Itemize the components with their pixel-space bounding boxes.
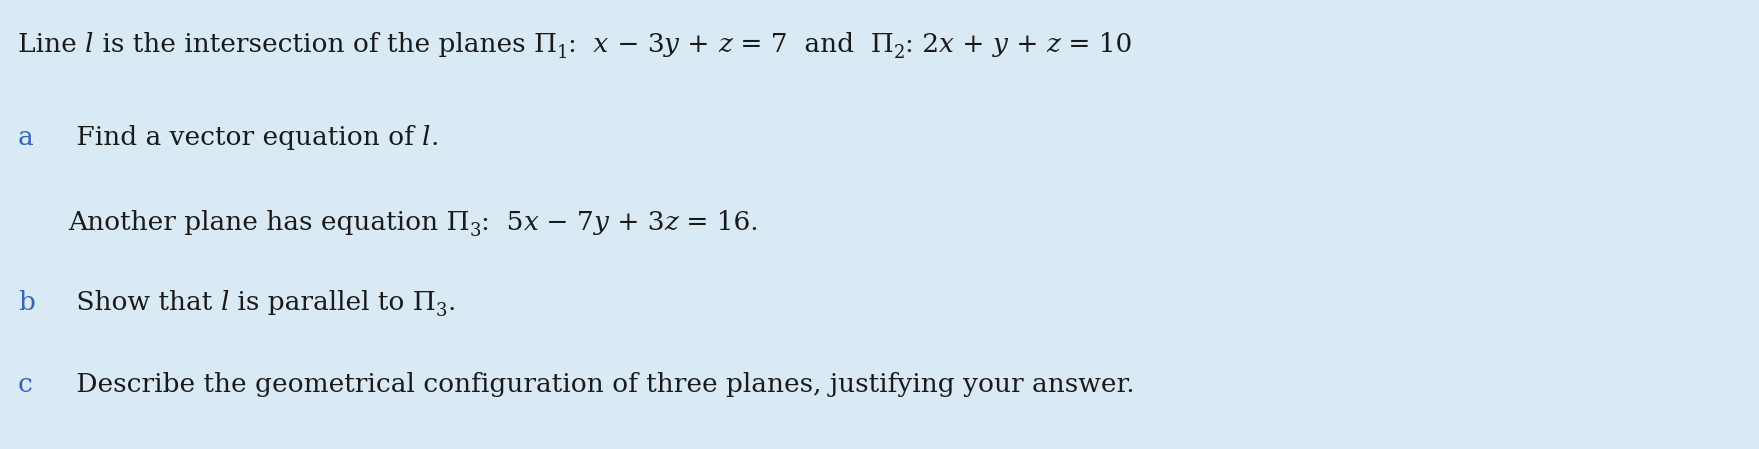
Text: y: y [595, 210, 609, 235]
Text: Another plane has equation Π: Another plane has equation Π [69, 210, 470, 235]
Text: : 2: : 2 [906, 32, 939, 57]
Text: y: y [665, 32, 679, 57]
Text: Show that: Show that [69, 290, 220, 315]
Text: 2: 2 [894, 44, 906, 62]
Text: :  5: : 5 [482, 210, 524, 235]
Text: x: x [586, 32, 609, 57]
Text: x: x [524, 210, 538, 235]
Text: c: c [18, 372, 33, 397]
Text: y: y [992, 32, 1008, 57]
Text: Line: Line [18, 32, 84, 57]
Text: l: l [220, 290, 229, 315]
Text: = 10: = 10 [1061, 32, 1133, 57]
Text: a: a [18, 125, 33, 150]
Text: is parallel to Π: is parallel to Π [229, 290, 436, 315]
Text: 3: 3 [436, 302, 447, 320]
Text: l: l [422, 125, 431, 150]
Text: .: . [447, 290, 456, 315]
Text: − 3: − 3 [609, 32, 665, 57]
Text: x: x [939, 32, 953, 57]
Text: z: z [718, 32, 732, 57]
Text: +: + [953, 32, 992, 57]
Text: z: z [1047, 32, 1061, 57]
Text: − 7: − 7 [538, 210, 595, 235]
Text: :: : [568, 32, 586, 57]
Text: + 3: + 3 [609, 210, 665, 235]
Text: Describe the geometrical configuration of three planes, justifying your answer.: Describe the geometrical configuration o… [69, 372, 1135, 397]
Text: +: + [1008, 32, 1047, 57]
Text: = 16.: = 16. [679, 210, 760, 235]
Text: b: b [18, 290, 35, 315]
Text: is the intersection of the planes Π: is the intersection of the planes Π [93, 32, 556, 57]
Text: +: + [679, 32, 718, 57]
Text: z: z [665, 210, 679, 235]
Text: l: l [84, 32, 93, 57]
Text: 1: 1 [556, 44, 568, 62]
Text: = 7  and  Π: = 7 and Π [732, 32, 894, 57]
Text: Find a vector equation of: Find a vector equation of [69, 125, 422, 150]
Text: 3: 3 [470, 222, 482, 240]
Text: .: . [431, 125, 440, 150]
